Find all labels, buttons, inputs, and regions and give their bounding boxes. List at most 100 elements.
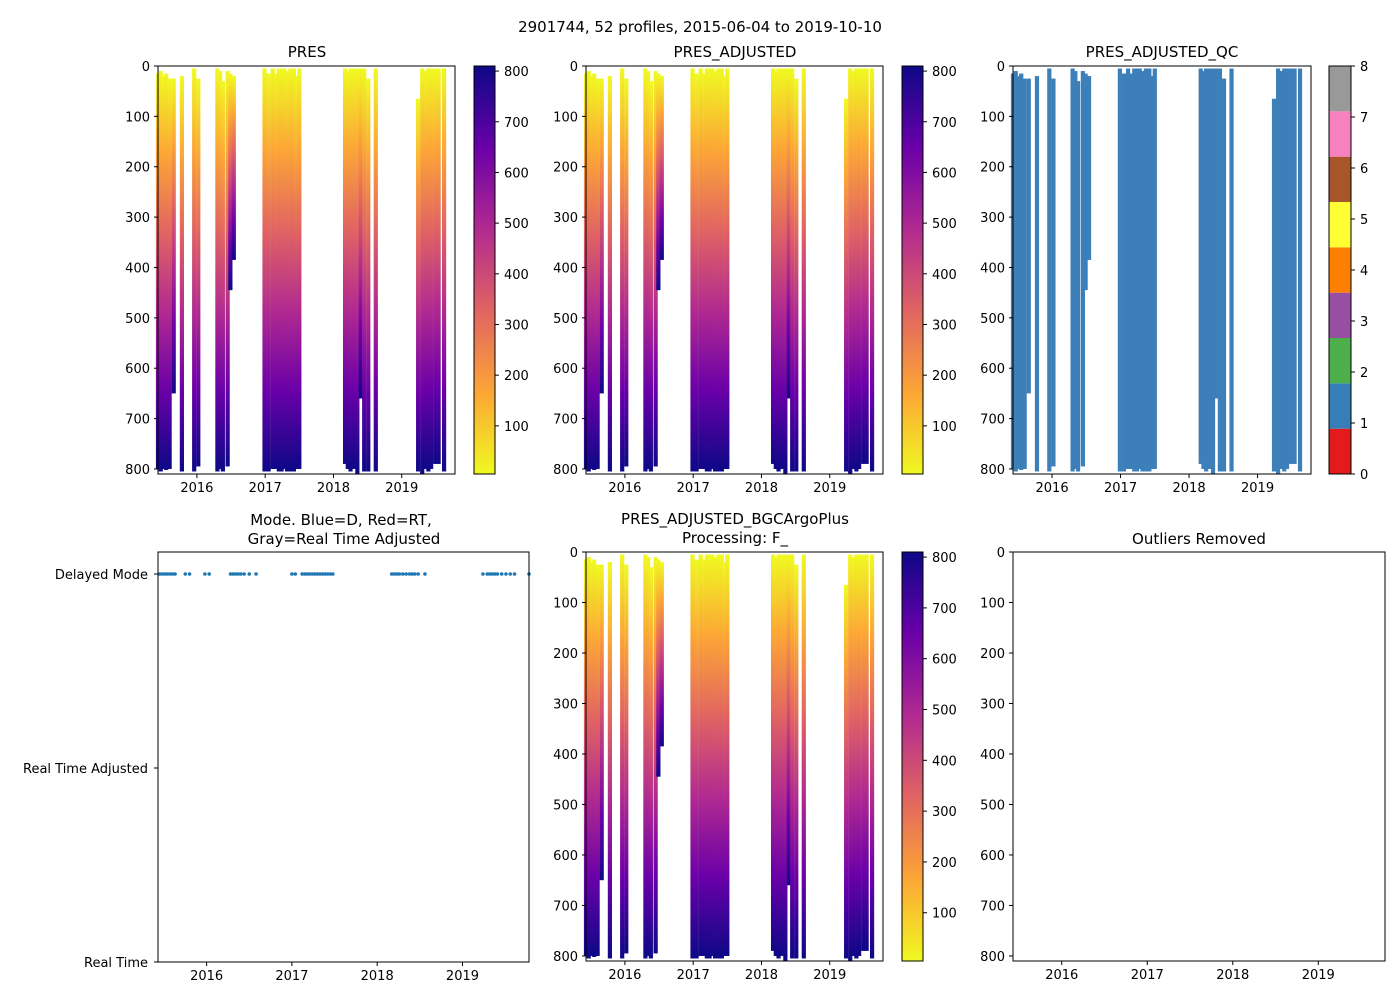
colorbar-tick-label: 4 (1360, 264, 1368, 279)
mode-point (328, 572, 333, 576)
profile-bar (646, 71, 651, 469)
qc-colorbar-block (1329, 202, 1351, 248)
profile-bar (599, 564, 604, 881)
pres-colorbar: 100 200 300 400 500 600 700 800 (473, 65, 529, 475)
profile-bar (1016, 76, 1021, 469)
mode-point (423, 572, 427, 576)
profile-bar (1210, 68, 1216, 474)
profile-bar (1152, 68, 1157, 469)
profile-bar (1019, 73, 1024, 470)
mode-point (308, 572, 312, 576)
profile-bar (646, 557, 651, 956)
profile-bar (607, 562, 612, 959)
colorbar-tick-label: 400 (504, 268, 529, 283)
x-tick-label: 2018 (745, 968, 778, 983)
y-tick-label: 400 (980, 748, 1005, 763)
profile-bar (725, 68, 730, 469)
outliers-y-axis: 0 100 200 300 400 500 600 700 800 (980, 546, 1013, 965)
pres-adjusted-axes-frame (585, 65, 884, 475)
y-tick-label: Delayed Mode (55, 568, 148, 583)
profile-bar (786, 68, 791, 399)
y-tick-label: 700 (980, 413, 1005, 428)
profile-bar (702, 73, 707, 469)
x-tick-label: 2019 (813, 968, 846, 983)
colorbar-tick-label: 800 (932, 65, 957, 80)
profile-bar (690, 68, 695, 472)
profile-bar (773, 71, 778, 469)
profile-bar (648, 567, 653, 959)
y-tick-label: 500 (980, 312, 1005, 327)
profile-bar (869, 68, 875, 472)
profile-bar (1047, 68, 1052, 472)
y-tick-label: 100 (125, 110, 150, 125)
y-tick-label: 500 (980, 798, 1005, 813)
qc-colorbar-block (1329, 428, 1351, 474)
x-tick-label: 2017 (249, 481, 282, 496)
outliers-axes-frame (1012, 551, 1386, 962)
profile-bar (1083, 73, 1088, 291)
mode-point (512, 572, 517, 576)
y-tick-label: 700 (125, 413, 150, 428)
profile-bar (710, 68, 715, 469)
profile-bar (288, 68, 293, 472)
profile-bar (694, 559, 699, 959)
profile-bar (589, 76, 594, 469)
profile-bar (426, 68, 431, 472)
pres-qc-colorbar-blocks (1329, 66, 1351, 474)
x-tick-label: 2018 (1216, 968, 1249, 983)
profile-bar (704, 68, 709, 472)
mode-point (400, 572, 405, 576)
profile-bar (345, 71, 350, 469)
profile-bar (1013, 71, 1018, 472)
qc-colorbar-block (1329, 292, 1351, 338)
profile-bar (1034, 76, 1040, 472)
profile-bar (1080, 71, 1085, 467)
profile-bar (1026, 78, 1031, 394)
pres-adjusted-x-axis: 2016 2017 2018 2019 (608, 474, 846, 496)
x-tick-label: 2018 (361, 969, 394, 984)
profile-bar (719, 68, 724, 472)
mode-point (305, 572, 310, 576)
profile-bar (864, 68, 869, 464)
profile-bar (801, 68, 806, 472)
colorbar-tick-label: 2 (1360, 366, 1368, 381)
profile-bar (801, 554, 806, 959)
mode-point (313, 572, 317, 576)
profile-bar (1221, 78, 1227, 472)
profile-bar (624, 78, 629, 467)
profile-bar (592, 73, 597, 470)
profile-bar (599, 78, 604, 394)
y-tick-label: 100 (553, 110, 578, 125)
profile-bar (790, 68, 795, 472)
mode-point (293, 572, 298, 576)
colorbar-tick-label: 400 (932, 754, 957, 769)
y-tick-label: 100 (980, 596, 1005, 611)
mode-point (254, 572, 258, 576)
pres-adjusted-title: PRES_ADJUSTED (674, 43, 797, 62)
x-tick-label: 2018 (317, 481, 350, 496)
profile-bar (707, 554, 712, 959)
profile-bar (167, 78, 172, 469)
y-tick-label: 300 (980, 697, 1005, 712)
colorbar-tick-label: 200 (504, 369, 529, 384)
mode-point (228, 572, 233, 576)
y-tick-label: 300 (553, 211, 578, 226)
profile-bar (851, 557, 856, 956)
mode-point (499, 572, 504, 576)
pres-adjusted-colorbar-gradient (901, 65, 924, 475)
colorbar-tick-label: 5 (1360, 213, 1368, 228)
mode-point (325, 572, 330, 576)
y-tick-label: 100 (980, 110, 1005, 125)
colorbar-tick-label: 200 (932, 369, 957, 384)
mode-point (416, 572, 420, 576)
mode-point (395, 572, 399, 576)
profile-bar (1132, 68, 1137, 472)
profile-bar (228, 73, 233, 291)
bgc-colorbar: 100 200 300 400 500 600 700 800 (901, 551, 957, 962)
profile-bar (698, 554, 703, 956)
colorbar-tick-label: 200 (932, 856, 957, 871)
mode-point (160, 572, 165, 576)
profile-bar (783, 554, 788, 961)
profile-bar (1279, 71, 1284, 469)
